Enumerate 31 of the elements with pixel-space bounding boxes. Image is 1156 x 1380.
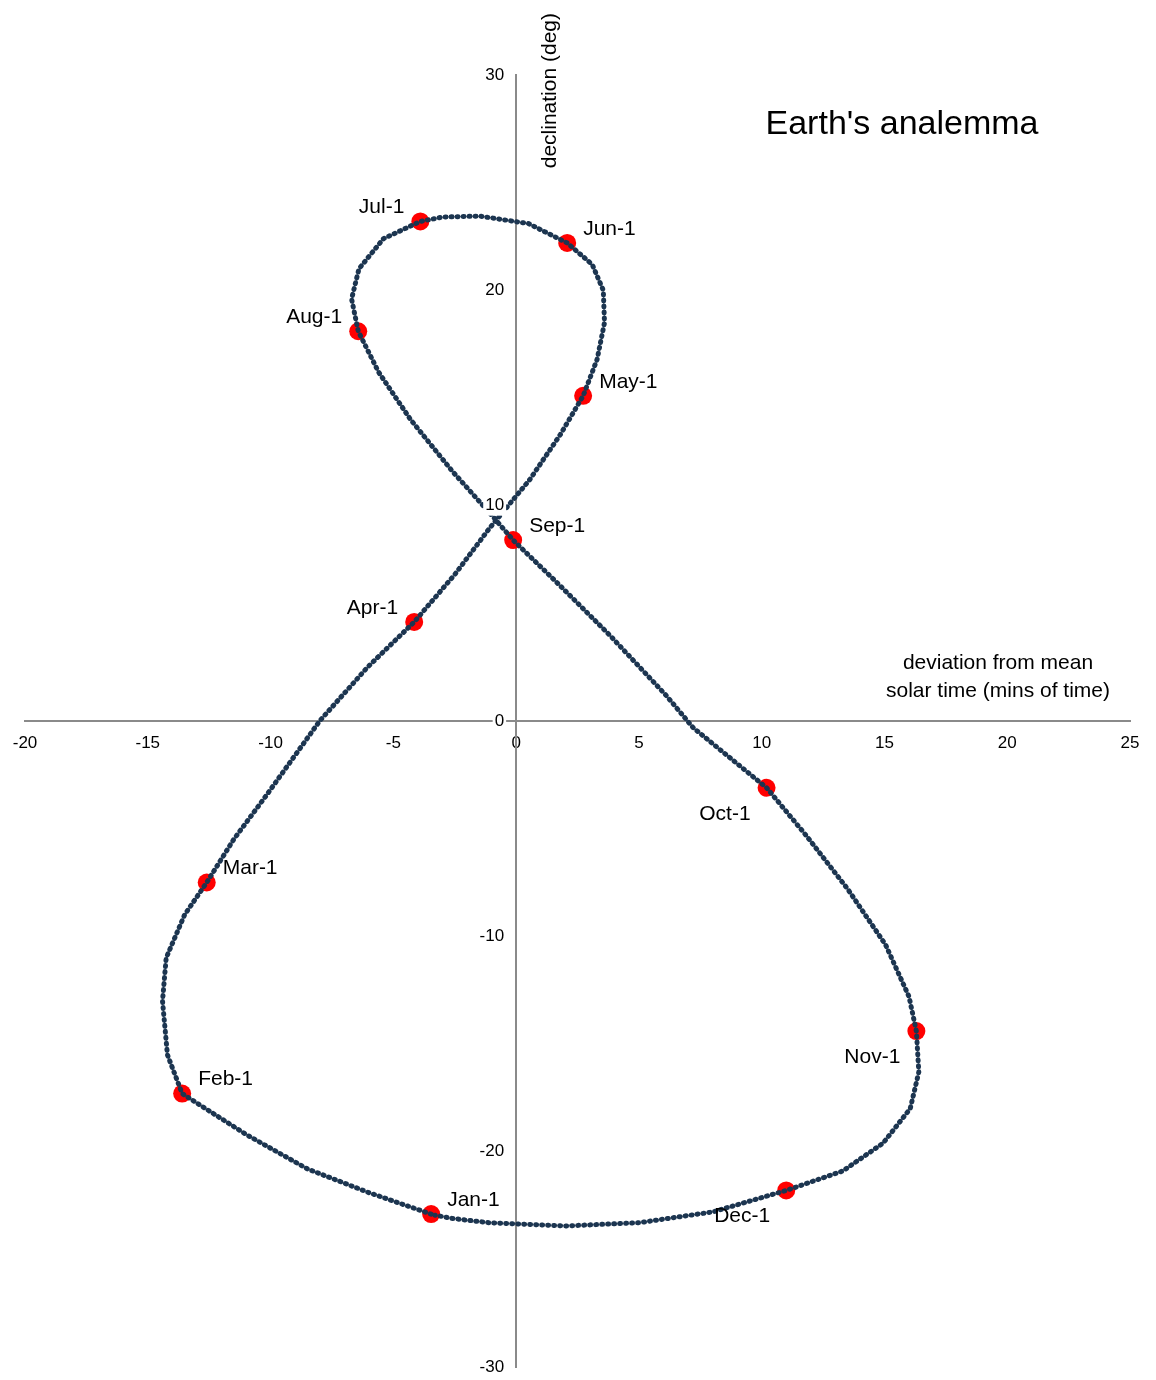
annotation: May-1 [599, 368, 658, 392]
x-axis-title: deviation from mean solar time (mins of time) [885, 649, 1111, 701]
annotation: Dec-1 [714, 1203, 771, 1227]
y-tick-label: 20 [485, 280, 505, 300]
y-tick-label: -30 [479, 1356, 505, 1376]
annotation: Jul-1 [358, 194, 405, 218]
y-tick-label: -10 [479, 926, 505, 946]
annotation: Apr-1 [346, 594, 399, 618]
y-tick-label: 0 [494, 710, 505, 730]
x-tick-label: 25 [1120, 732, 1140, 752]
annotation: Oct-1 [699, 800, 751, 824]
x-tick-label: 5 [634, 732, 644, 752]
annotation: Feb-1 [198, 1066, 254, 1090]
annotation: Jun-1 [583, 215, 636, 239]
x-tick-label: 20 [997, 732, 1017, 752]
y-tick-label: 10 [485, 495, 505, 515]
x-tick-label: 10 [752, 732, 772, 752]
text: Earth's analemma [765, 103, 1039, 142]
annotation: Sep-1 [529, 512, 586, 536]
x-tick-label: -5 [385, 732, 401, 752]
annotation: Jan-1 [447, 1186, 500, 1210]
x-tick-label: 15 [874, 732, 894, 752]
x-tick-label: -10 [258, 732, 283, 752]
y-axis-title: declination (deg) [536, 13, 560, 169]
annotation: Mar-1 [222, 855, 278, 879]
x-tick-label: -20 [12, 732, 38, 752]
y-tick-label: 30 [485, 64, 505, 84]
annotation: Nov-1 [844, 1043, 901, 1067]
y-tick-label: -20 [479, 1141, 505, 1161]
x-tick-label: -15 [135, 732, 161, 752]
annotation: Aug-1 [286, 304, 343, 328]
